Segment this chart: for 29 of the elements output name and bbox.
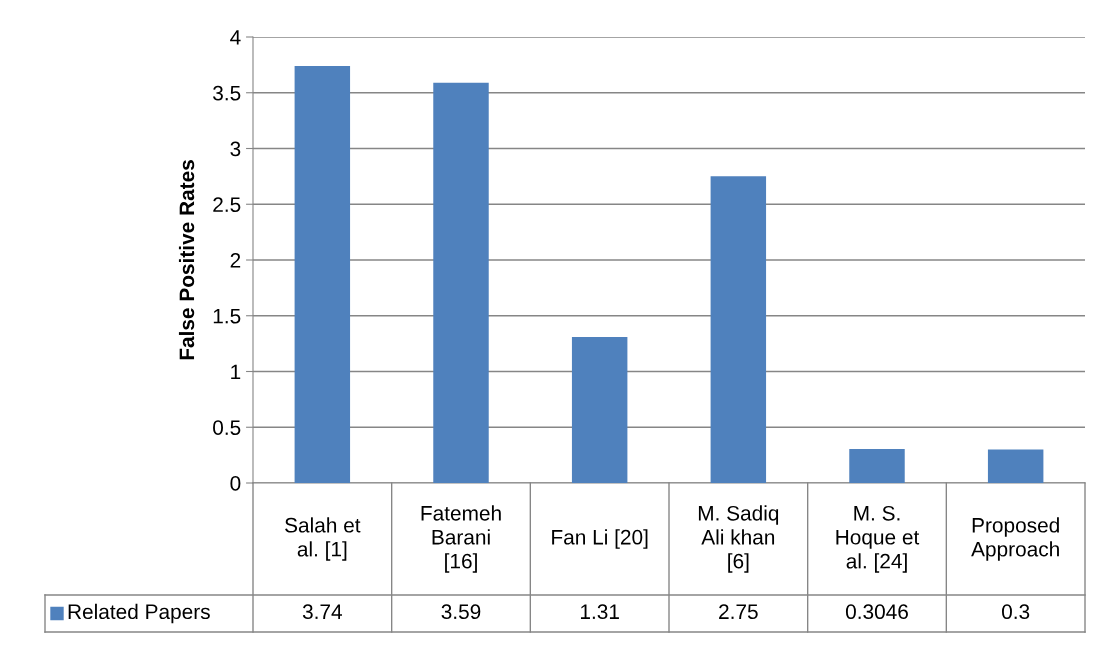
y-tick-label: 2 [230,253,241,268]
text: 3.59 [441,604,481,620]
text: 0.3046 [845,604,908,620]
bar [433,82,489,483]
x-tick-label: Fan Li [20] [552,529,648,549]
bar [710,176,767,483]
y-tick-label: 3 [230,141,241,157]
bar [849,449,905,483]
x-tick-label: Fatemeh Barani [16] [421,505,501,573]
y-tick-label: 3.5 [213,85,241,101]
y-tick-label: 0.5 [213,420,241,435]
y-axis-title: False Positive Rates [178,160,195,360]
x-tick-label: Proposed Approach [971,517,1059,561]
text: 0.3 [1002,604,1030,620]
y-tick-label: 1 [231,364,241,380]
bar [294,65,351,483]
y-tick-label: 1.5 [213,308,241,324]
text: 2.75 [719,604,758,620]
text: 1.31 [580,604,619,620]
y-tick-label: 4 [230,30,241,45]
x-tick-label: M. Sadiq Ali khan [6] [698,505,779,573]
y-tick-label: 2.5 [213,197,241,212]
text: 3.74 [302,604,342,620]
x-tick-label: M. S. Hoque et al. [24] [836,505,920,573]
bar [571,336,628,483]
legend-label: Related Papers [68,603,210,624]
x-tick-label: Salah et al. [1] [285,517,361,561]
bar [987,449,1044,483]
y-tick-label: 0 [230,476,241,491]
